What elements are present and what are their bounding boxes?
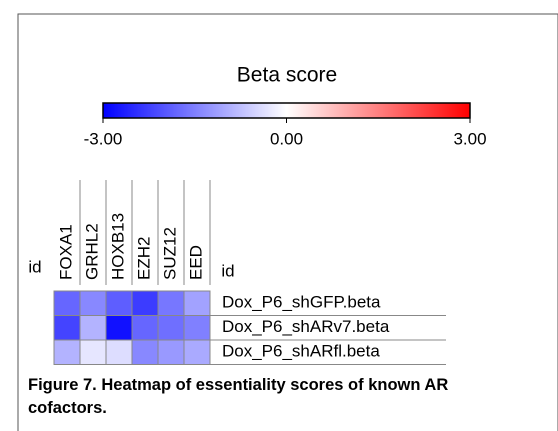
colorbar [102, 102, 471, 119]
heatmap-cell [105, 290, 133, 316]
chart-title: Beta score [237, 64, 337, 87]
column-label: EED [186, 245, 205, 280]
heatmap-cell [183, 290, 211, 316]
row-label: Dox_P6_shARv7.beta [222, 317, 390, 336]
row-id-label: id [28, 257, 41, 276]
column-label: FOXA1 [56, 224, 75, 280]
heatmap-cell [183, 339, 211, 365]
caption: Figure 7. Heatmap of essentiality scores… [28, 376, 449, 417]
heatmap-cell [79, 290, 107, 316]
col-id-label: id [221, 261, 234, 280]
colorbar-tick-label: -3.00 [84, 129, 123, 148]
heatmap-cell [105, 339, 133, 365]
heatmap-cell [157, 290, 185, 316]
column-label: EZH2 [134, 237, 153, 280]
heatmap-cell [131, 339, 159, 365]
colorbar-tick-label: 3.00 [453, 129, 486, 148]
row-label: Dox_P6_shGFP.beta [222, 293, 381, 312]
heatmap-cell [131, 315, 159, 341]
colorbar-tick-label: 0.00 [270, 129, 303, 148]
heatmap-cell [157, 339, 185, 365]
column-label: HOXB13 [108, 213, 127, 280]
heatmap-cell [53, 339, 81, 365]
column-label: SUZ12 [160, 227, 179, 280]
row-label: Dox_P6_shARfl.beta [222, 342, 380, 361]
heatmap-cell [79, 339, 107, 365]
heatmap-cell [183, 315, 211, 341]
frame [17, 13, 558, 431]
heatmap-cell [131, 290, 159, 316]
heatmap-cell [53, 290, 81, 316]
column-label: GRHL2 [82, 223, 101, 280]
heatmap-cell [79, 315, 107, 341]
heatmap-cell [53, 315, 81, 341]
heatmap-cell [105, 315, 133, 341]
heatmap-cell [157, 315, 185, 341]
